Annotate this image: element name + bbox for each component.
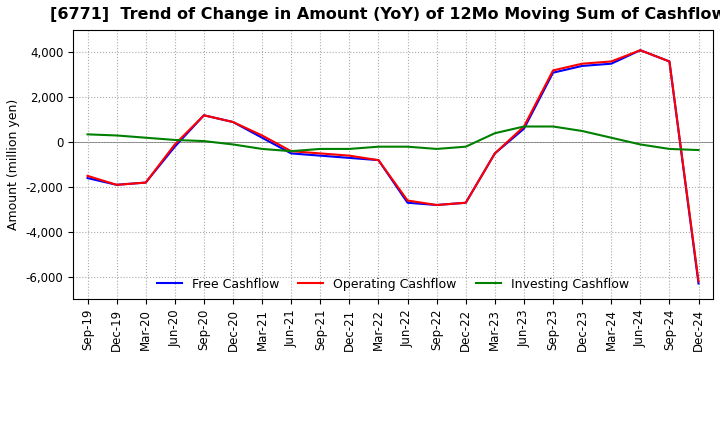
Investing Cashflow [490,131,499,136]
Operating Cashflow [345,153,354,158]
Free Cashflow [665,59,674,64]
Free Cashflow [578,63,587,69]
Free Cashflow [84,176,92,181]
Operating Cashflow [636,48,644,53]
Operating Cashflow [694,279,703,284]
Investing Cashflow [141,135,150,140]
Investing Cashflow [694,147,703,153]
Line: Operating Cashflow: Operating Cashflow [88,50,698,281]
Legend: Free Cashflow, Operating Cashflow, Investing Cashflow: Free Cashflow, Operating Cashflow, Inves… [153,273,634,296]
Free Cashflow [520,126,528,132]
Investing Cashflow [229,142,238,147]
Free Cashflow [403,200,412,205]
Operating Cashflow [490,151,499,156]
Investing Cashflow [578,128,587,134]
Free Cashflow [316,153,325,158]
Title: [6771]  Trend of Change in Amount (YoY) of 12Mo Moving Sum of Cashflows: [6771] Trend of Change in Amount (YoY) o… [50,7,720,22]
Operating Cashflow [432,202,441,208]
Investing Cashflow [432,146,441,151]
Operating Cashflow [520,124,528,129]
Operating Cashflow [665,59,674,64]
Investing Cashflow [84,132,92,137]
Free Cashflow [490,151,499,156]
Investing Cashflow [316,146,325,151]
Investing Cashflow [345,146,354,151]
Investing Cashflow [403,144,412,149]
Investing Cashflow [199,139,208,144]
Free Cashflow [462,200,470,205]
Free Cashflow [112,182,121,187]
Operating Cashflow [374,158,383,163]
Operating Cashflow [403,198,412,203]
Operating Cashflow [287,149,295,154]
Investing Cashflow [636,142,644,147]
Free Cashflow [607,61,616,66]
Free Cashflow [432,202,441,208]
Free Cashflow [345,155,354,161]
Investing Cashflow [607,135,616,140]
Investing Cashflow [258,146,266,151]
Free Cashflow [694,281,703,286]
Investing Cashflow [549,124,557,129]
Free Cashflow [258,135,266,140]
Operating Cashflow [607,59,616,64]
Operating Cashflow [316,151,325,156]
Operating Cashflow [462,200,470,205]
Line: Investing Cashflow: Investing Cashflow [88,126,698,151]
Free Cashflow [199,113,208,118]
Free Cashflow [549,70,557,75]
Operating Cashflow [578,61,587,66]
Free Cashflow [171,144,179,149]
Operating Cashflow [229,119,238,125]
Operating Cashflow [84,173,92,179]
Y-axis label: Amount (million yen): Amount (million yen) [7,99,20,230]
Free Cashflow [229,119,238,125]
Investing Cashflow [287,149,295,154]
Investing Cashflow [520,124,528,129]
Operating Cashflow [171,142,179,147]
Investing Cashflow [171,137,179,143]
Free Cashflow [141,180,150,185]
Investing Cashflow [462,144,470,149]
Operating Cashflow [199,113,208,118]
Operating Cashflow [141,180,150,185]
Operating Cashflow [549,68,557,73]
Operating Cashflow [258,133,266,138]
Free Cashflow [374,158,383,163]
Free Cashflow [287,151,295,156]
Operating Cashflow [112,182,121,187]
Line: Free Cashflow: Free Cashflow [88,50,698,283]
Investing Cashflow [374,144,383,149]
Investing Cashflow [112,133,121,138]
Free Cashflow [636,48,644,53]
Investing Cashflow [665,146,674,151]
